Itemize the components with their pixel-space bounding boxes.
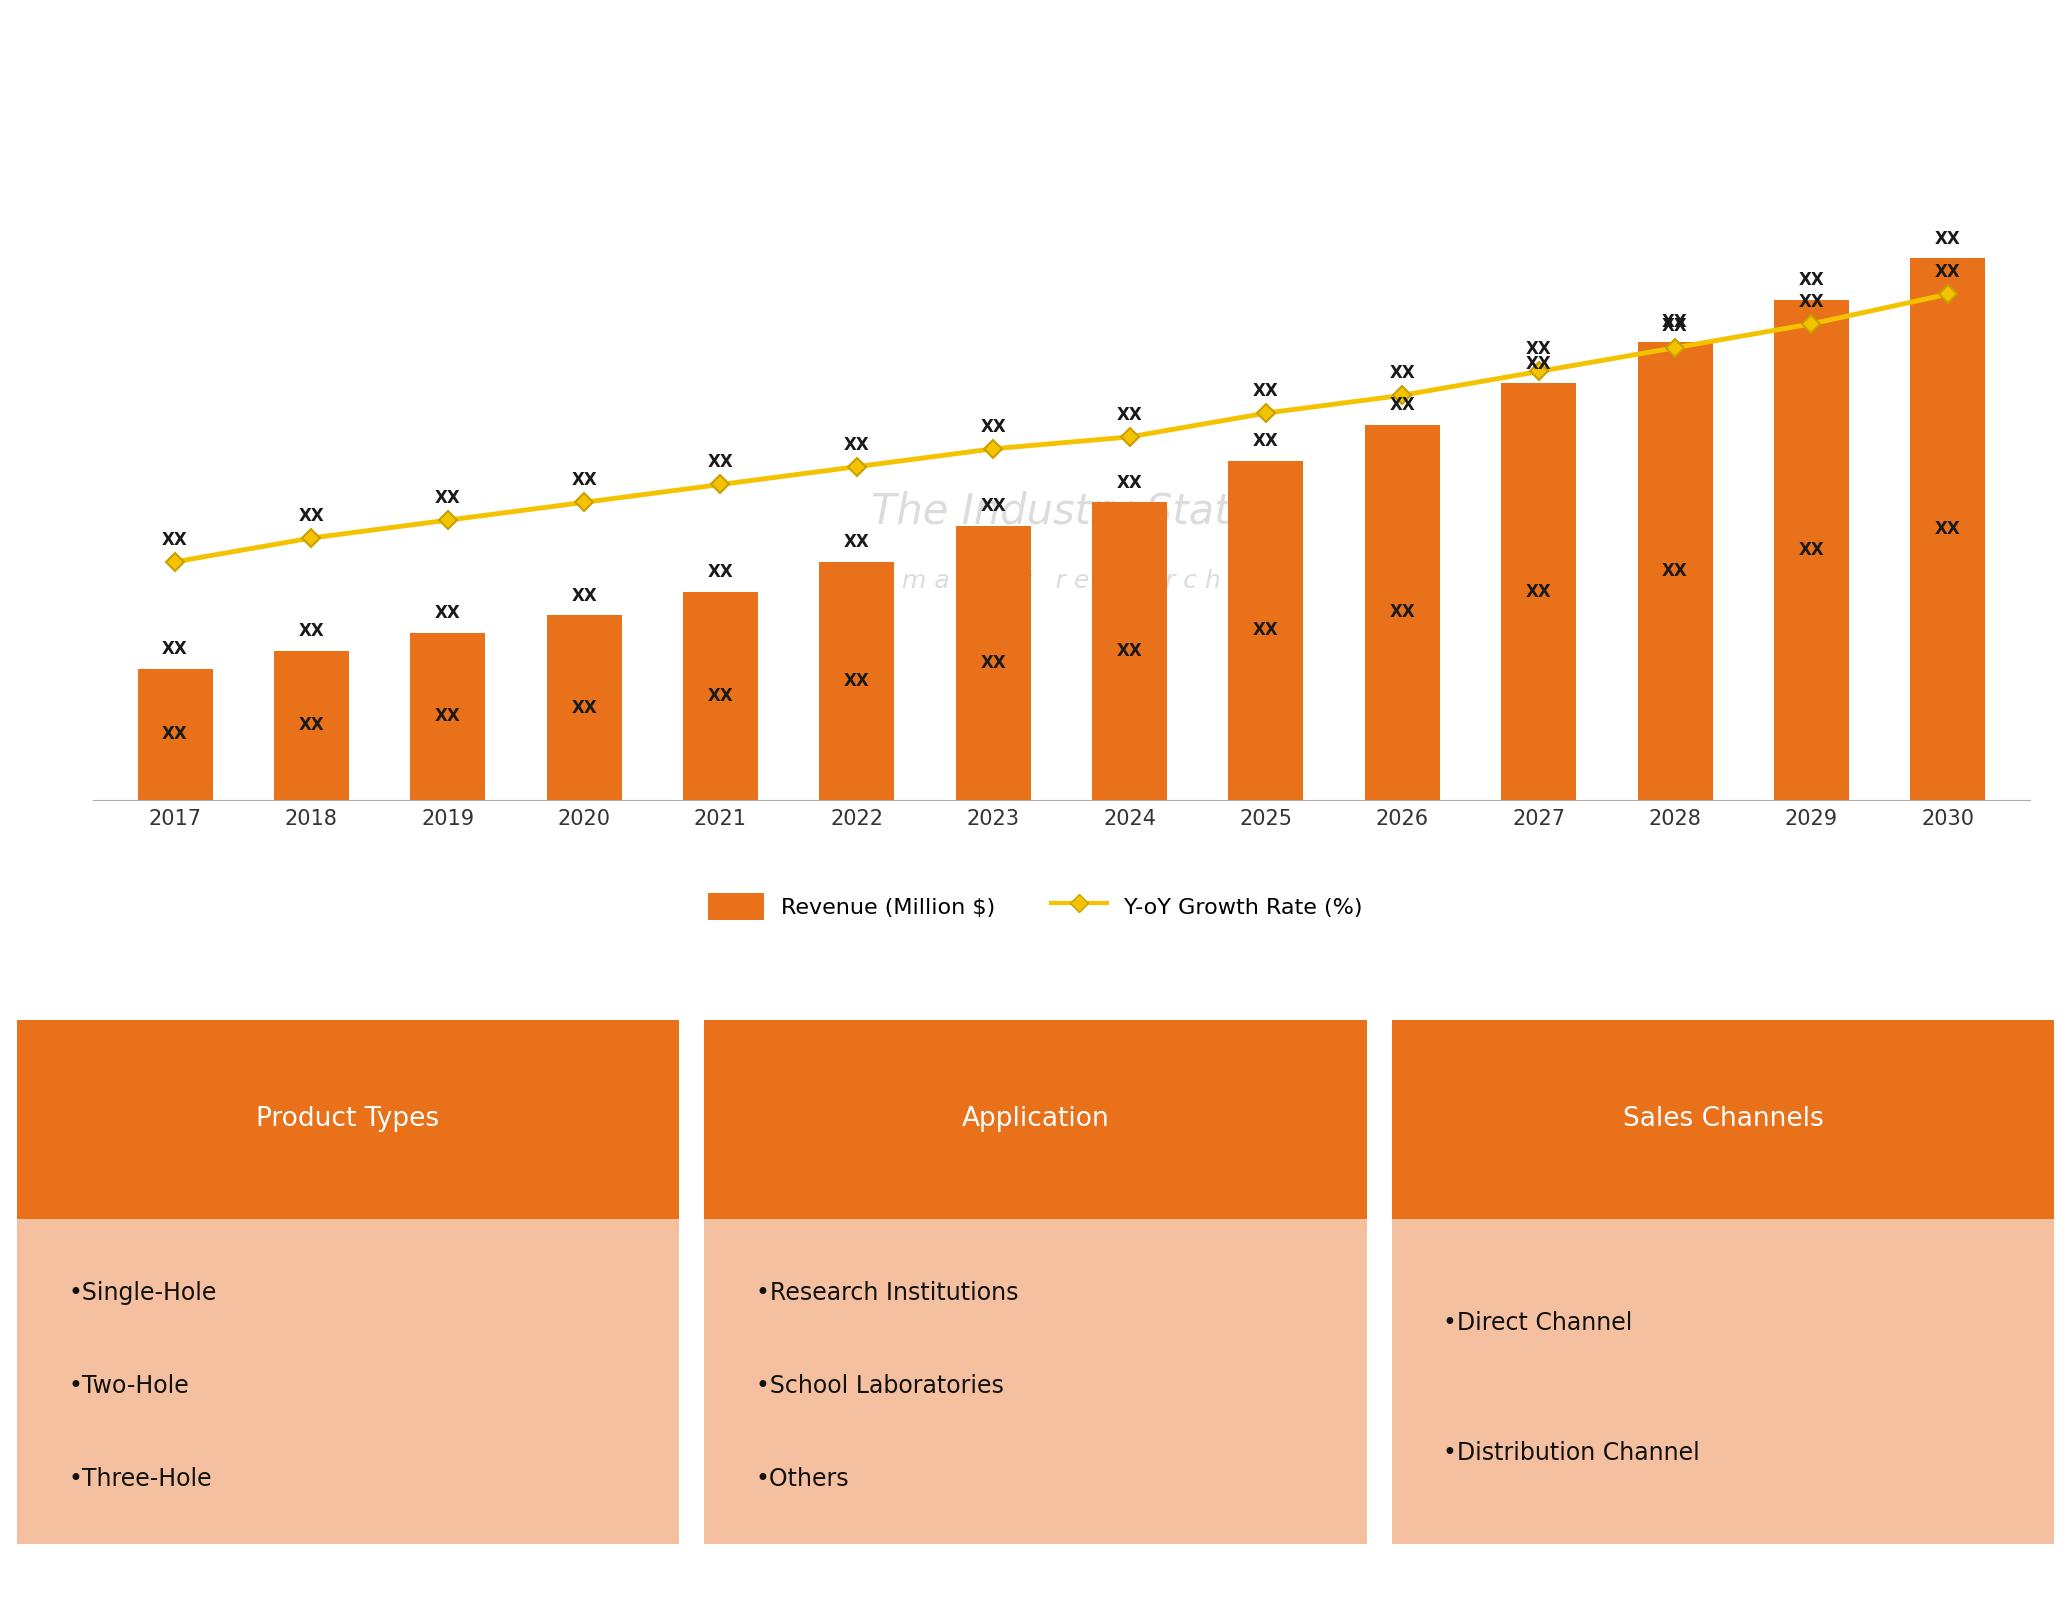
Bar	[410, 634, 485, 799]
Text: XX: XX	[1116, 642, 1143, 660]
Bar	[1775, 300, 1849, 799]
Text: •Three-Hole: •Three-Hole	[68, 1467, 211, 1491]
Bar	[1365, 425, 1439, 799]
Text: XX: XX	[298, 507, 325, 525]
Text: XX: XX	[1663, 316, 1688, 334]
Text: •Single-Hole: •Single-Hole	[68, 1281, 217, 1305]
Bar	[547, 616, 621, 799]
Text: XX: XX	[1798, 271, 1825, 290]
Bar	[273, 652, 348, 799]
Bar	[1638, 342, 1713, 799]
Text: XX: XX	[572, 472, 596, 490]
Text: The Industry Stats: The Industry Stats	[870, 491, 1253, 533]
Text: XX: XX	[1798, 541, 1825, 559]
Bar	[137, 669, 213, 799]
Text: XX: XX	[1663, 562, 1688, 580]
Text: XX: XX	[162, 530, 188, 550]
Text: Website: www.theindustrystats.com: Website: www.theindustrystats.com	[1646, 1582, 2046, 1600]
Bar	[1091, 503, 1168, 799]
Text: XX: XX	[435, 605, 460, 622]
Legend: Revenue (Million $), Y-oY Growth Rate (%): Revenue (Million $), Y-oY Growth Rate (%…	[698, 882, 1373, 930]
Bar	[1501, 384, 1576, 799]
Bar	[704, 1020, 1367, 1219]
Text: XX: XX	[845, 436, 870, 454]
Text: •Distribution Channel: •Distribution Channel	[1443, 1441, 1700, 1465]
Text: •School Laboratories: •School Laboratories	[756, 1375, 1004, 1397]
Text: Email: sales@theindustrystats.com: Email: sales@theindustrystats.com	[843, 1582, 1228, 1600]
Text: XX: XX	[1116, 405, 1143, 423]
Text: XX: XX	[1934, 263, 1961, 280]
Text: •Direct Channel: •Direct Channel	[1443, 1311, 1632, 1334]
Text: m a r k e t   r e s e a r c h: m a r k e t r e s e a r c h	[903, 569, 1220, 593]
Bar	[17, 1020, 679, 1543]
Text: XX: XX	[298, 622, 325, 640]
Text: Fig. Global Laboratory Faucets Market Status and Outlook: Fig. Global Laboratory Faucets Market St…	[25, 32, 1025, 62]
Text: XX: XX	[1390, 365, 1414, 383]
Bar	[1228, 460, 1303, 799]
Text: XX: XX	[1526, 582, 1551, 600]
Text: XX: XX	[980, 418, 1007, 436]
Text: XX: XX	[1253, 383, 1278, 400]
Bar	[683, 592, 758, 799]
Text: XX: XX	[162, 640, 188, 658]
Text: XX: XX	[1663, 313, 1688, 331]
Text: XX: XX	[572, 699, 596, 716]
Text: •Research Institutions: •Research Institutions	[756, 1281, 1019, 1305]
Bar	[704, 1020, 1367, 1543]
Bar	[955, 527, 1031, 799]
Text: XX: XX	[980, 498, 1007, 515]
Text: XX: XX	[708, 687, 733, 705]
Text: XX: XX	[572, 587, 596, 605]
Text: XX: XX	[435, 490, 460, 507]
Text: XX: XX	[845, 533, 870, 551]
Bar	[1909, 258, 1986, 799]
Text: XX: XX	[1253, 621, 1278, 639]
Text: XX: XX	[1390, 603, 1414, 621]
Text: XX: XX	[1390, 396, 1414, 415]
Bar	[1392, 1020, 2054, 1219]
Text: XX: XX	[980, 653, 1007, 673]
Text: XX: XX	[1116, 473, 1143, 491]
Text: XX: XX	[162, 725, 188, 744]
Text: XX: XX	[435, 707, 460, 726]
Text: XX: XX	[1934, 230, 1961, 248]
Bar	[820, 562, 895, 799]
Text: XX: XX	[1526, 355, 1551, 373]
Text: XX: XX	[298, 716, 325, 734]
Bar	[1392, 1020, 2054, 1543]
Text: XX: XX	[708, 454, 733, 472]
Text: •Others: •Others	[756, 1467, 849, 1491]
Text: Source: Theindustrystats Analysis: Source: Theindustrystats Analysis	[25, 1582, 400, 1600]
Text: XX: XX	[1798, 293, 1825, 311]
Text: XX: XX	[845, 671, 870, 691]
Bar	[17, 1020, 679, 1219]
Text: •Two-Hole: •Two-Hole	[68, 1375, 188, 1397]
Text: XX: XX	[1253, 433, 1278, 451]
Text: Application: Application	[961, 1107, 1110, 1133]
Text: Product Types: Product Types	[257, 1107, 439, 1133]
Text: Sales Channels: Sales Channels	[1624, 1107, 1822, 1133]
Text: XX: XX	[1526, 340, 1551, 358]
Text: XX: XX	[708, 562, 733, 580]
Text: XX: XX	[1934, 520, 1961, 538]
